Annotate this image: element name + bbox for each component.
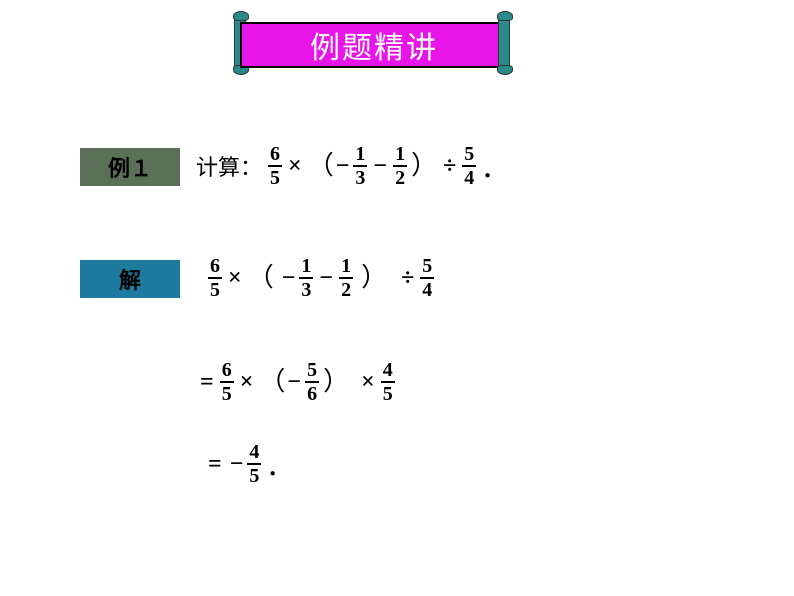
prefix-text: 计算： [196,150,262,182]
numerator: 4 [247,442,261,463]
fraction: 12 [339,256,353,300]
fraction: 54 [420,256,434,300]
equals-op: = [200,370,214,394]
negative-sign: − [230,451,244,478]
solution-result: = − 45 ． [204,442,289,486]
fraction: 13 [299,256,313,300]
multiply-op: × [361,370,375,394]
lparen: （ [259,369,285,395]
negative-sign: − [336,153,350,180]
solution-step-2: = 65 × （ − 56 ） × 45 [196,360,397,404]
negative-sign: − [287,369,301,396]
fraction: 12 [393,144,407,188]
denominator: 6 [305,381,319,404]
scroll-right-decoration [498,16,510,70]
fraction: 13 [353,144,367,188]
rparen: ） [323,369,349,395]
denominator: 3 [353,165,367,188]
numerator: 5 [462,144,476,165]
denominator: 2 [339,277,353,300]
scroll-cap [497,65,513,75]
equals-op: = [208,452,222,476]
banner-title: 例题精讲 [240,22,508,68]
scroll-cap [497,11,513,21]
numerator: 1 [299,256,313,277]
lparen: （ [248,265,274,291]
numerator: 6 [268,144,282,165]
problem-expression: 计算： 65 × （ − 13 − 12 ） ÷ 54 ． [196,144,504,188]
solution-label: 解 [80,260,180,298]
denominator: 5 [208,277,222,300]
multiply-op: × [240,370,254,394]
multiply-op: × [288,154,302,178]
numerator: 6 [220,360,234,381]
multiply-op: × [228,266,242,290]
fraction: 65 [220,360,234,404]
solution-step-1: 65 × （ − 13 − 12 ） ÷ 54 [206,256,436,300]
fraction: 54 [462,144,476,188]
denominator: 5 [247,463,261,486]
fraction: 45 [381,360,395,404]
divide-op: ÷ [401,266,414,290]
denominator: 2 [393,165,407,188]
numerator: 1 [353,144,367,165]
lparen: （ [308,153,334,179]
numerator: 6 [208,256,222,277]
title-banner: 例题精讲 [232,16,512,70]
rparen: ） [411,153,437,179]
numerator: 4 [381,360,395,381]
numerator: 1 [339,256,353,277]
denominator: 5 [268,165,282,188]
minus-op: − [373,154,387,178]
numerator: 1 [393,144,407,165]
period: ． [482,152,504,188]
fraction: 65 [208,256,222,300]
fraction: 56 [305,360,319,404]
fraction: 65 [268,144,282,188]
denominator: 3 [299,277,313,300]
minus-op: − [319,266,333,290]
numerator: 5 [420,256,434,277]
divide-op: ÷ [443,154,456,178]
numerator: 5 [305,360,319,381]
denominator: 5 [220,381,234,404]
negative-sign: − [282,265,296,292]
denominator: 4 [462,165,476,188]
example-label: 例１ [80,148,180,186]
rparen: ） [361,265,387,291]
fraction: 45 [247,442,261,486]
scroll-cap [233,11,249,21]
period: ． [267,450,289,486]
denominator: 4 [420,277,434,300]
denominator: 5 [381,381,395,404]
